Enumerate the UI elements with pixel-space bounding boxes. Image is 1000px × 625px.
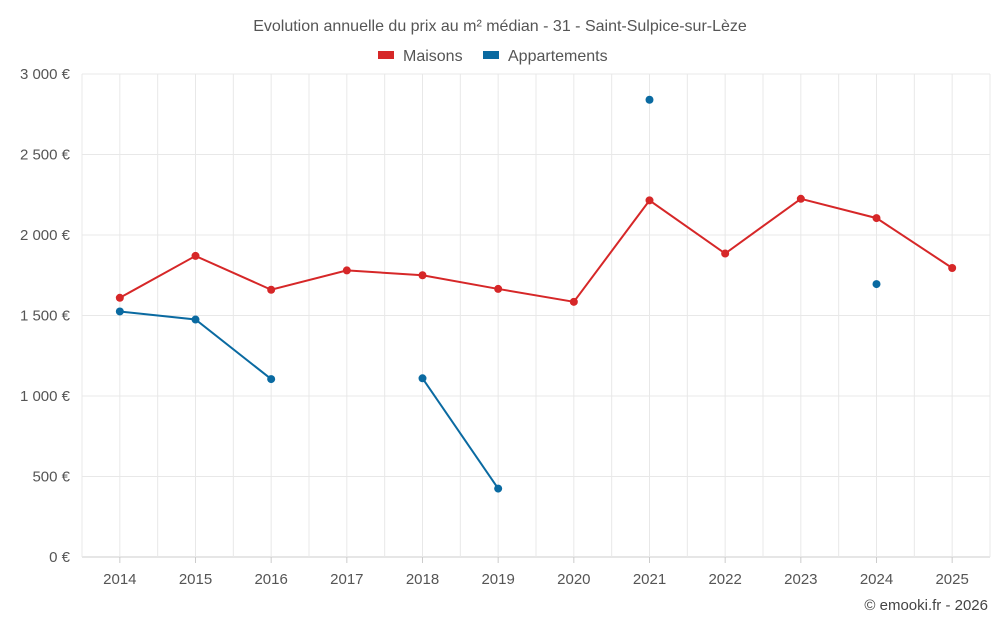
series-line-maisons xyxy=(119,197,953,303)
y-tick-label: 2 000 € xyxy=(20,227,71,244)
series xyxy=(115,95,957,493)
data-point-maisons[interactable] xyxy=(191,251,200,260)
x-axis: 2014 2015 2016 2017 2018 2019 2020 2021 2022 2023… xyxy=(103,557,969,588)
y-tick-label: 500 € xyxy=(32,469,70,486)
grid xyxy=(81,73,991,558)
data-point-appartements[interactable] xyxy=(494,484,503,493)
data-point-appartements[interactable] xyxy=(418,374,427,383)
chart-title: Evolution annuelle du prix au m² médian … xyxy=(253,18,747,35)
data-point-maisons[interactable] xyxy=(948,264,957,273)
data-point-appartements[interactable] xyxy=(872,280,881,289)
data-point-appartements[interactable] xyxy=(191,315,200,324)
data-point-appartements[interactable] xyxy=(645,95,654,104)
legend: Maisons Appartements xyxy=(378,48,608,65)
x-tick-label: 2019 xyxy=(481,571,514,588)
x-tick-label: 2014 xyxy=(103,571,136,588)
data-point-maisons[interactable] xyxy=(494,284,503,293)
y-tick-label: 2 500 € xyxy=(20,147,71,164)
y-axis: 0 € 500 € 1 000 € 1 500 € 2 000 € 2 500 € 3 00… xyxy=(20,66,71,566)
data-point-maisons[interactable] xyxy=(418,271,427,280)
legend-swatch-appartements xyxy=(483,51,499,59)
data-point-maisons[interactable] xyxy=(645,196,654,205)
x-tick-label: 2020 xyxy=(557,571,590,588)
data-point-maisons[interactable] xyxy=(872,214,881,223)
y-tick-label: 0 € xyxy=(49,549,71,566)
data-point-maisons[interactable] xyxy=(569,297,578,306)
data-point-appartements[interactable] xyxy=(267,375,276,384)
data-point-maisons[interactable] xyxy=(267,285,276,294)
data-point-maisons[interactable] xyxy=(796,194,805,203)
x-tick-label: 2025 xyxy=(935,571,968,588)
y-tick-label: 1 000 € xyxy=(20,388,71,405)
x-tick-label: 2022 xyxy=(708,571,741,588)
x-tick-label: 2021 xyxy=(633,571,666,588)
legend-label-maisons[interactable]: Maisons xyxy=(403,48,463,65)
credit-text: © emooki.fr - 2026 xyxy=(864,597,988,614)
x-tick-label: 2023 xyxy=(784,571,817,588)
legend-swatch-maisons xyxy=(378,51,394,59)
legend-label-appartements[interactable]: Appartements xyxy=(508,48,608,65)
data-point-maisons[interactable] xyxy=(721,249,730,258)
y-tick-label: 3 000 € xyxy=(20,66,71,83)
x-tick-label: 2016 xyxy=(254,571,287,588)
data-point-maisons[interactable] xyxy=(115,293,124,302)
x-tick-label: 2018 xyxy=(406,571,439,588)
data-point-maisons[interactable] xyxy=(342,266,351,275)
y-tick-label: 1 500 € xyxy=(20,308,71,325)
x-tick-label: 2017 xyxy=(330,571,363,588)
series-line-appartements xyxy=(421,377,499,490)
x-tick-label: 2024 xyxy=(860,571,893,588)
data-point-appartements[interactable] xyxy=(115,307,124,316)
x-tick-label: 2015 xyxy=(179,571,212,588)
